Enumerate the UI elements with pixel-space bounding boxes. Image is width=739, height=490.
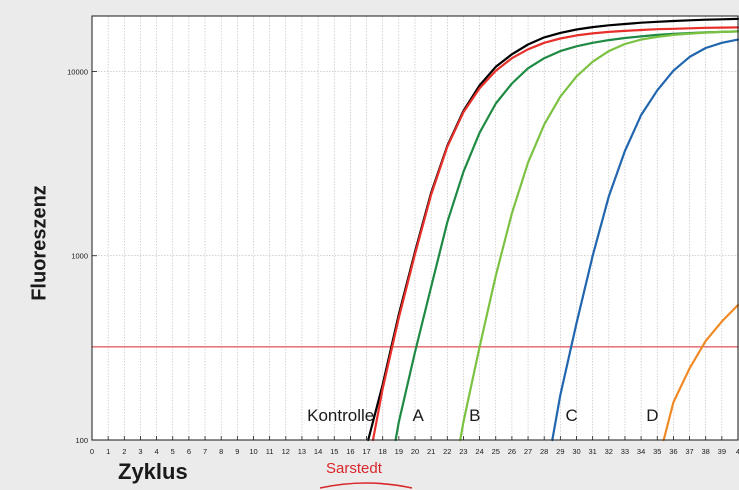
series-label: A <box>413 406 425 425</box>
x-tick-label: 9 <box>235 447 239 456</box>
x-tick-label: 5 <box>171 447 175 456</box>
x-tick-label: 33 <box>621 447 629 456</box>
x-tick-label: 23 <box>459 447 467 456</box>
brand-logo: Sarstedt <box>326 460 382 477</box>
x-tick-label: 24 <box>475 447 483 456</box>
series-label: D <box>646 406 658 425</box>
x-tick-label: 17 <box>362 447 370 456</box>
series-label: Kontrolle <box>307 406 374 425</box>
x-tick-label: 28 <box>540 447 548 456</box>
x-tick-label: 36 <box>669 447 677 456</box>
series-line <box>371 26 739 442</box>
x-tick-label: 0 <box>90 447 94 456</box>
x-tick-label: 7 <box>203 447 207 456</box>
x-tick-label: 2 <box>122 447 126 456</box>
x-tick-label: 18 <box>379 447 387 456</box>
y-tick-label: 1000 <box>71 252 88 261</box>
x-tick-label: 22 <box>443 447 451 456</box>
x-tick-label: 10 <box>249 447 257 456</box>
x-axis-label: Zyklus <box>118 459 188 484</box>
x-tick-label: 35 <box>653 447 661 456</box>
x-tick-label: 26 <box>508 447 516 456</box>
x-tick-label: 11 <box>266 447 274 456</box>
x-tick-label: 4 <box>736 447 739 456</box>
x-tick-label: 12 <box>282 447 290 456</box>
x-tick-label: 16 <box>346 447 354 456</box>
x-tick-label: 25 <box>492 447 500 456</box>
y-axis-ticks: 100 1000 10000 <box>67 67 97 445</box>
x-tick-label: 20 <box>411 447 419 456</box>
x-tick-label: 37 <box>685 447 693 456</box>
x-tick-label: 30 <box>572 447 580 456</box>
x-tick-label: 3 <box>138 447 142 456</box>
brand-swoosh-icon <box>319 482 413 489</box>
series-label: B <box>469 406 480 425</box>
x-tick-label: 6 <box>187 447 191 456</box>
x-tick-label: 8 <box>219 447 223 456</box>
series-line <box>551 38 739 442</box>
y-tick-label: 10000 <box>67 67 88 76</box>
x-tick-label: 21 <box>427 447 435 456</box>
x-tick-label: 31 <box>588 447 596 456</box>
series-line <box>662 303 739 442</box>
y-tick-label: 100 <box>75 436 88 445</box>
x-tick-label: 19 <box>395 447 403 456</box>
x-tick-label: 4 <box>155 447 159 456</box>
x-tick-label: 32 <box>605 447 613 456</box>
y-axis-label: Fluoreszenz <box>28 185 51 301</box>
series-label: C <box>566 406 578 425</box>
plot-area <box>92 16 738 440</box>
x-tick-label: 15 <box>330 447 338 456</box>
x-tick-label: 13 <box>298 447 306 456</box>
series-labels: Kontrolle A B C D <box>307 406 658 425</box>
x-tick-label: 29 <box>556 447 564 456</box>
x-tick-label: 14 <box>314 447 322 456</box>
x-tick-label: 39 <box>718 447 726 456</box>
x-axis-ticks: 0 1 2 3 4 5 6 7 8 9 10 11 12 13 14 15 16 17 18 19 20 21 22 23 24… <box>90 436 739 456</box>
x-tick-label: 1 <box>106 447 110 456</box>
x-tick-label: 38 <box>702 447 710 456</box>
x-tick-label: 34 <box>637 447 645 456</box>
series-line <box>459 30 739 442</box>
x-tick-label: 27 <box>524 447 532 456</box>
series-layer <box>367 17 739 442</box>
